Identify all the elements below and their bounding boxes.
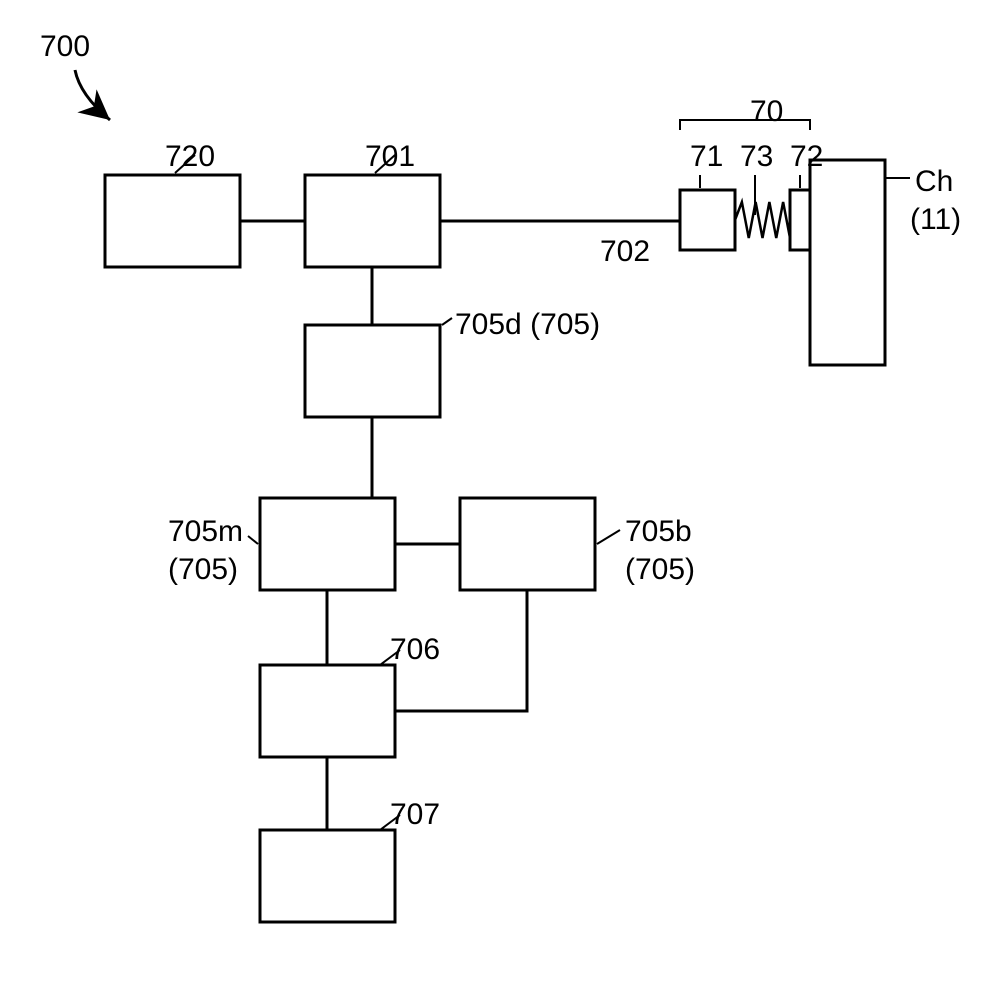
box-bCh xyxy=(810,160,885,365)
label-l71: 71 xyxy=(690,140,723,174)
label-lCh: Ch xyxy=(915,165,953,199)
box-b706 xyxy=(260,665,395,757)
label-l705b_sub: (705) xyxy=(625,553,695,587)
label-l700: 700 xyxy=(40,30,90,64)
label-l702: 702 xyxy=(600,235,650,269)
label-l72: 72 xyxy=(790,140,823,174)
leader-line xyxy=(442,318,452,325)
box-b705m xyxy=(260,498,395,590)
spring-73 xyxy=(735,202,790,238)
label-l705m_sub: (705) xyxy=(168,553,238,587)
label-l705d: 705d (705) xyxy=(455,308,600,342)
label-l705b: 705b xyxy=(625,515,692,549)
diagram-svg xyxy=(0,0,989,1000)
label-l720: 720 xyxy=(165,140,215,174)
box-b707 xyxy=(260,830,395,922)
box-b720 xyxy=(105,175,240,267)
diagram-container: 700 720 701 70 71 73 72 Ch (11) 702 705d (705) 705m… xyxy=(0,0,989,1000)
leader-line xyxy=(597,530,620,544)
bracket-70 xyxy=(680,120,810,130)
box-b72 xyxy=(790,190,810,250)
label-l705m: 705m xyxy=(168,515,243,549)
box-b71 xyxy=(680,190,735,250)
label-l707: 707 xyxy=(390,798,440,832)
label-l706: 706 xyxy=(390,633,440,667)
box-b705b xyxy=(460,498,595,590)
label-lCh_sub: (11) xyxy=(910,203,961,237)
label-l701: 701 xyxy=(365,140,415,174)
label-l70: 70 xyxy=(750,95,783,129)
leader-line xyxy=(248,536,258,544)
label-l73: 73 xyxy=(740,140,773,174)
box-b705d xyxy=(305,325,440,417)
box-b701 xyxy=(305,175,440,267)
